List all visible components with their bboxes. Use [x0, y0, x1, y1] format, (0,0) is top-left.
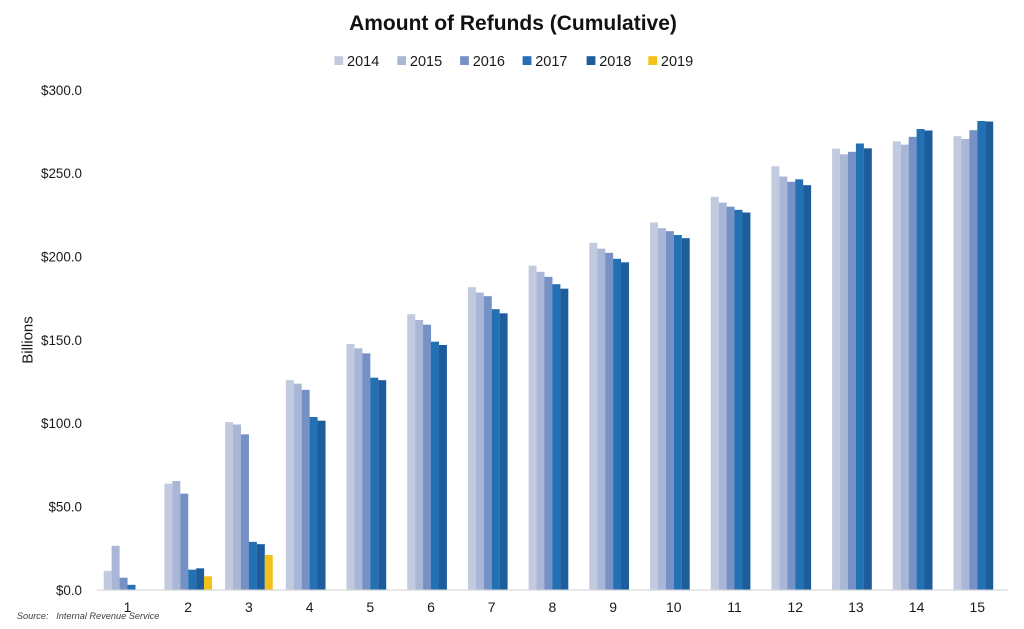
svg-text:8: 8	[549, 599, 557, 615]
svg-text:2014: 2014	[347, 54, 379, 70]
svg-text:$150.0: $150.0	[41, 333, 82, 348]
svg-text:13: 13	[848, 599, 864, 615]
svg-text:4: 4	[306, 599, 314, 615]
svg-text:Source: Internal Revenue Ser: Source: Internal Revenue Service	[17, 611, 159, 621]
svg-text:9: 9	[609, 599, 617, 615]
svg-text:6: 6	[427, 599, 435, 615]
svg-text:$100.0: $100.0	[41, 416, 82, 431]
svg-text:12: 12	[787, 599, 803, 615]
svg-text:$50.0: $50.0	[48, 500, 82, 515]
svg-text:2018: 2018	[599, 54, 631, 70]
svg-text:15: 15	[970, 599, 986, 615]
svg-text:$250.0: $250.0	[41, 166, 82, 181]
svg-text:2015: 2015	[410, 54, 442, 70]
svg-text:$200.0: $200.0	[41, 250, 82, 265]
svg-text:Amount of Refunds (Cumulative): Amount of Refunds (Cumulative)	[349, 12, 677, 35]
svg-text:14: 14	[909, 599, 925, 615]
svg-text:2019: 2019	[661, 54, 693, 70]
svg-text:2: 2	[184, 599, 192, 615]
svg-text:3: 3	[245, 599, 253, 615]
svg-text:$300.0: $300.0	[41, 83, 82, 98]
svg-text:10: 10	[666, 599, 682, 615]
svg-text:$0.0: $0.0	[56, 583, 82, 598]
svg-text:1: 1	[124, 599, 132, 615]
svg-text:5: 5	[366, 599, 374, 615]
svg-text:2017: 2017	[535, 54, 567, 70]
svg-text:11: 11	[727, 599, 742, 615]
svg-text:7: 7	[488, 599, 496, 615]
svg-text:2016: 2016	[473, 54, 505, 70]
svg-text:Billions: Billions	[20, 316, 37, 364]
